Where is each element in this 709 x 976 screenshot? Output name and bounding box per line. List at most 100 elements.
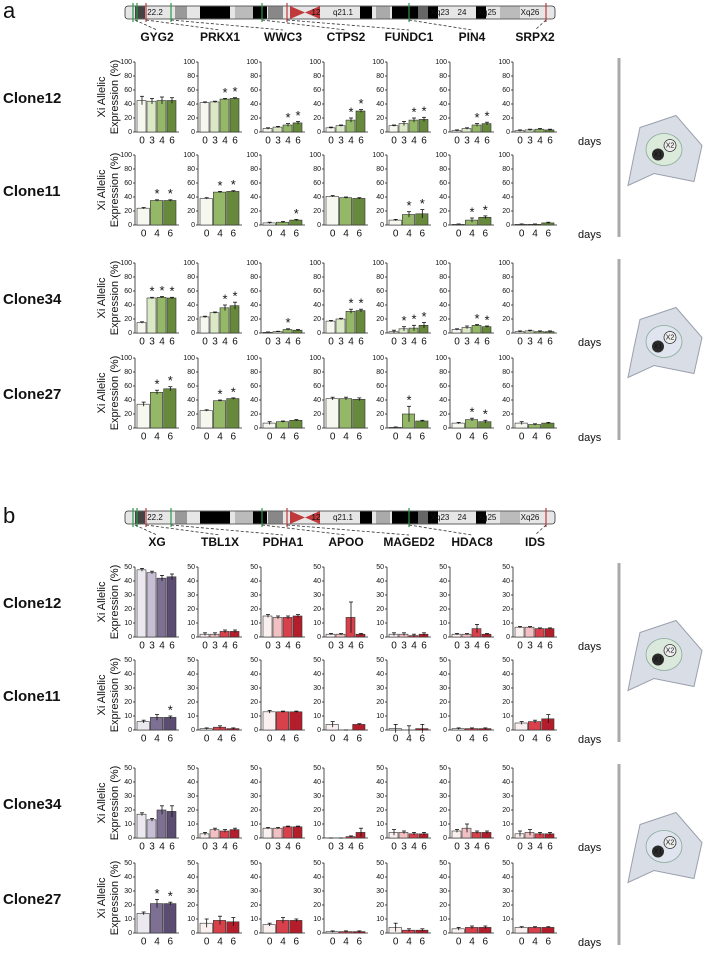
day-label: 3 <box>401 136 407 147</box>
y-tick-label: 10 <box>313 916 321 923</box>
bar <box>544 331 555 334</box>
day-label: 0 <box>267 229 273 240</box>
y-tick-label: 0 <box>128 634 132 641</box>
panel-label: a <box>3 0 16 23</box>
bar <box>355 832 366 839</box>
y-tick-label: 40 <box>250 397 258 404</box>
y-tick-label: 0 <box>506 330 510 337</box>
bar <box>282 329 293 334</box>
y-tick-label: 30 <box>187 685 195 692</box>
y-tick-label: 30 <box>250 592 258 599</box>
bar <box>325 398 339 429</box>
y-tick-label: 20 <box>313 807 321 814</box>
significance: * <box>222 291 227 306</box>
clone-name: Clone34 <box>3 796 62 813</box>
day-label: 3 <box>275 337 281 348</box>
y-tick-label: 20 <box>187 807 195 814</box>
y-tick-label: 20 <box>124 902 132 909</box>
day-label: 6 <box>421 136 427 147</box>
y-tick-label: 100 <box>309 59 321 66</box>
day-label: 4 <box>343 937 349 948</box>
chromosome-band <box>175 511 187 524</box>
chromosome-band <box>376 511 390 524</box>
bar <box>292 329 303 334</box>
y-tick-label: 20 <box>313 699 321 706</box>
bar <box>355 633 366 638</box>
bar <box>166 811 177 839</box>
day-label: 0 <box>204 734 210 745</box>
bar <box>481 326 492 334</box>
y-tick-label: 50 <box>376 657 384 664</box>
y-tick-label: 0 <box>380 835 384 842</box>
day-label: 0 <box>456 432 462 443</box>
day-label: 4 <box>222 337 228 348</box>
y-tick-label: 60 <box>124 180 132 187</box>
connector <box>286 19 410 31</box>
significance: * <box>358 96 363 111</box>
y-tick-label: 0 <box>380 425 384 432</box>
significance: * <box>474 311 479 326</box>
bar <box>136 403 150 429</box>
y-tick-label: 50 <box>124 860 132 867</box>
bar <box>199 833 210 839</box>
bar <box>451 728 465 731</box>
chromosome-band <box>235 511 253 524</box>
nucleus <box>645 638 683 671</box>
y-tick-label: 40 <box>313 578 321 585</box>
day-label: 6 <box>358 641 364 652</box>
chromosome-band <box>360 6 372 19</box>
day-label: 6 <box>420 432 426 443</box>
y-tick-label: 20 <box>187 699 195 706</box>
y-tick-label: 60 <box>187 383 195 390</box>
bar <box>544 833 555 839</box>
y-tick-label: 0 <box>254 835 258 842</box>
y-tick-label: 0 <box>254 222 258 229</box>
y-tick-label: 20 <box>250 411 258 418</box>
bar <box>451 633 462 638</box>
day-label: 4 <box>406 432 412 443</box>
day-label: 4 <box>280 937 286 948</box>
y-tick-label: 20 <box>250 699 258 706</box>
bar <box>408 119 419 133</box>
y-tick-label: 60 <box>124 383 132 390</box>
centromere <box>305 6 320 19</box>
bar <box>276 920 289 934</box>
day-label: 0 <box>139 136 145 147</box>
y-tick-label: 40 <box>502 578 510 585</box>
y-tick-label: 80 <box>439 166 447 173</box>
y-tick-label: 40 <box>502 101 510 108</box>
y-tick-label: 20 <box>187 902 195 909</box>
y-tick-label: 30 <box>313 685 321 692</box>
bar <box>339 398 352 429</box>
bar <box>199 198 213 226</box>
y-tick-label: 80 <box>187 369 195 376</box>
y-tick-label: 0 <box>128 425 132 432</box>
day-label: 6 <box>546 229 552 240</box>
day-label: 4 <box>154 229 160 240</box>
y-tick-label: 80 <box>124 166 132 173</box>
day-label: 4 <box>411 337 417 348</box>
y-tick-label: 60 <box>502 180 510 187</box>
bar <box>156 809 167 839</box>
y-tick-label: 0 <box>254 930 258 937</box>
y-tick-label: 40 <box>250 194 258 201</box>
chromosome-band <box>500 6 520 19</box>
y-tick-label: 80 <box>313 369 321 376</box>
y-axis-label: Xi Allelic <box>96 674 108 715</box>
y-tick-label: 0 <box>191 425 195 432</box>
connector <box>145 524 221 536</box>
connector <box>534 524 547 536</box>
gene-name: TBL1X <box>201 535 239 549</box>
bar <box>355 310 366 334</box>
y-tick-label: 0 <box>317 129 321 136</box>
y-tick-label: 0 <box>317 634 321 641</box>
y-tick-label: 30 <box>250 685 258 692</box>
y-tick-label: 30 <box>502 793 510 800</box>
day-label: 0 <box>265 136 271 147</box>
y-tick-label: 30 <box>502 592 510 599</box>
gene-name: PIN4 <box>459 30 486 44</box>
day-label: 4 <box>343 229 349 240</box>
bar <box>534 833 545 839</box>
day-label: 6 <box>421 337 427 348</box>
day-label: 4 <box>348 842 354 853</box>
